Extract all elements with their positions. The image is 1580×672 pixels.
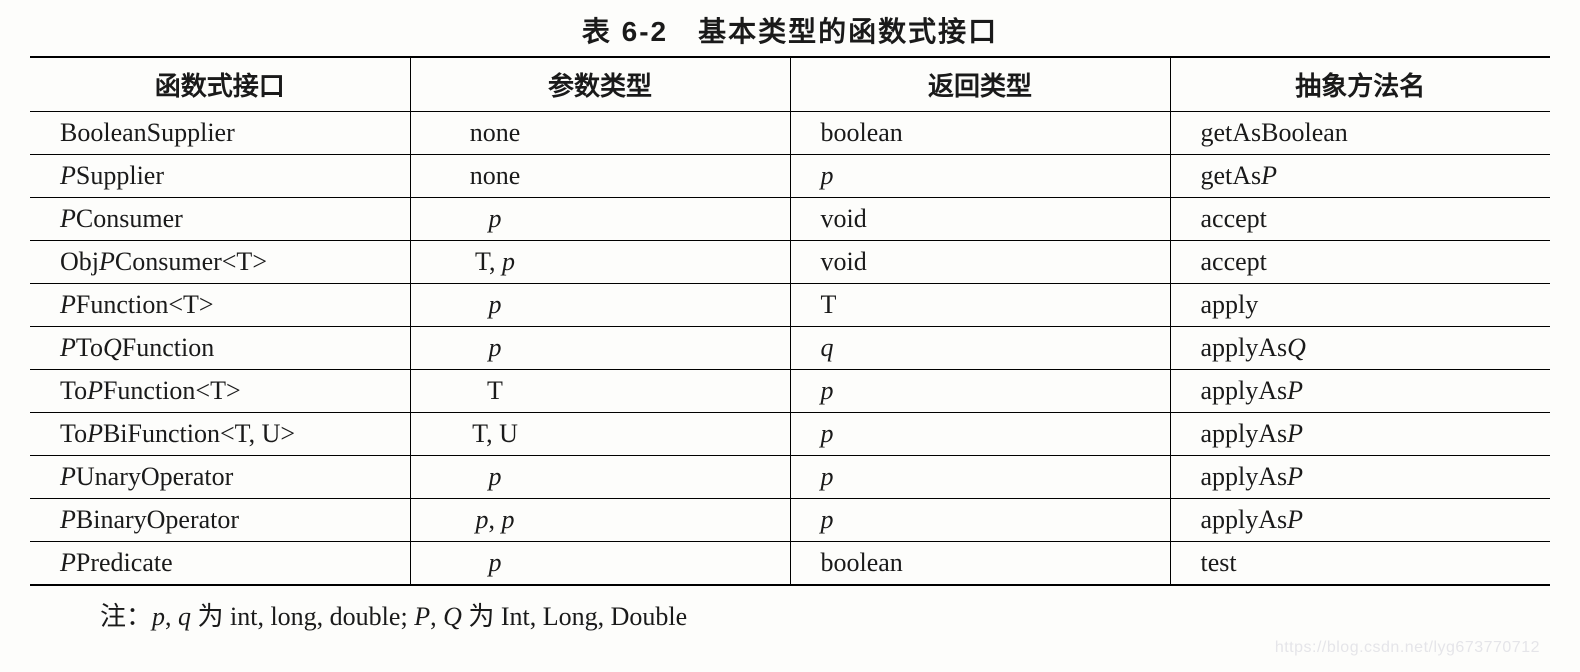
table-cell: T — [790, 284, 1170, 327]
table-cell: applyAsP — [1170, 413, 1550, 456]
table-cell: getAsP — [1170, 155, 1550, 198]
col-header-interface: 函数式接口 — [30, 57, 410, 112]
table-cell: PPredicate — [30, 542, 410, 586]
table-cell: PUnaryOperator — [30, 456, 410, 499]
col-header-param-type: 参数类型 — [410, 57, 790, 112]
table-cell: p — [410, 542, 790, 586]
table-cell: p — [790, 370, 1170, 413]
table-row: ObjPConsumer<T>T, pvoidaccept — [30, 241, 1550, 284]
table-cell: p, p — [410, 499, 790, 542]
table-cell: getAsBoolean — [1170, 112, 1550, 155]
table-cell: applyAsQ — [1170, 327, 1550, 370]
col-header-return-type: 返回类型 — [790, 57, 1170, 112]
table-row: PFunction<T>pTapply — [30, 284, 1550, 327]
table-cell: none — [410, 112, 790, 155]
table-row: PSuppliernonepgetAsP — [30, 155, 1550, 198]
table-caption: 表 6-2 基本类型的函数式接口 — [30, 10, 1550, 50]
table-cell: PToQFunction — [30, 327, 410, 370]
table-cell: accept — [1170, 198, 1550, 241]
table-cell: p — [410, 456, 790, 499]
table-header-row: 函数式接口 参数类型 返回类型 抽象方法名 — [30, 57, 1550, 112]
table-cell: PFunction<T> — [30, 284, 410, 327]
table-cell: applyAsP — [1170, 456, 1550, 499]
table-cell: T, U — [410, 413, 790, 456]
table-cell: PBinaryOperator — [30, 499, 410, 542]
table-cell: boolean — [790, 112, 1170, 155]
table-cell: ToPBiFunction<T, U> — [30, 413, 410, 456]
table-row: PBinaryOperatorp, ppapplyAsP — [30, 499, 1550, 542]
table-footnote: 注：p, q 为 int, long, double; P, Q 为 Int, … — [30, 596, 1550, 633]
table-cell: PSupplier — [30, 155, 410, 198]
table-cell: applyAsP — [1170, 370, 1550, 413]
table-row: PToQFunctionpqapplyAsQ — [30, 327, 1550, 370]
table-cell: p — [410, 327, 790, 370]
table-row: PUnaryOperatorppapplyAsP — [30, 456, 1550, 499]
table-cell: p — [790, 155, 1170, 198]
table-row: PPredicatepbooleantest — [30, 542, 1550, 586]
table-cell: T — [410, 370, 790, 413]
table-cell: accept — [1170, 241, 1550, 284]
table-cell: test — [1170, 542, 1550, 586]
table-cell: p — [790, 413, 1170, 456]
table-cell: PConsumer — [30, 198, 410, 241]
table-cell: none — [410, 155, 790, 198]
table-cell: applyAsP — [1170, 499, 1550, 542]
table-cell: p — [790, 456, 1170, 499]
table-cell: apply — [1170, 284, 1550, 327]
table-cell: void — [790, 198, 1170, 241]
table-row: BooleanSuppliernonebooleangetAsBoolean — [30, 112, 1550, 155]
table-row: PConsumerpvoidaccept — [30, 198, 1550, 241]
table-cell: p — [410, 284, 790, 327]
table-row: ToPFunction<T>TpapplyAsP — [30, 370, 1550, 413]
table-cell: p — [410, 198, 790, 241]
table-cell: ObjPConsumer<T> — [30, 241, 410, 284]
table-row: ToPBiFunction<T, U>T, UpapplyAsP — [30, 413, 1550, 456]
table-cell: q — [790, 327, 1170, 370]
functional-interfaces-table: 函数式接口 参数类型 返回类型 抽象方法名 BooleanSuppliernon… — [30, 56, 1550, 586]
table-cell: BooleanSupplier — [30, 112, 410, 155]
watermark-text: https://blog.csdn.net/lyg673770712 — [1275, 639, 1540, 657]
table-cell: p — [790, 499, 1170, 542]
table-cell: T, p — [410, 241, 790, 284]
col-header-method-name: 抽象方法名 — [1170, 57, 1550, 112]
table-cell: void — [790, 241, 1170, 284]
table-cell: boolean — [790, 542, 1170, 586]
table-cell: ToPFunction<T> — [30, 370, 410, 413]
